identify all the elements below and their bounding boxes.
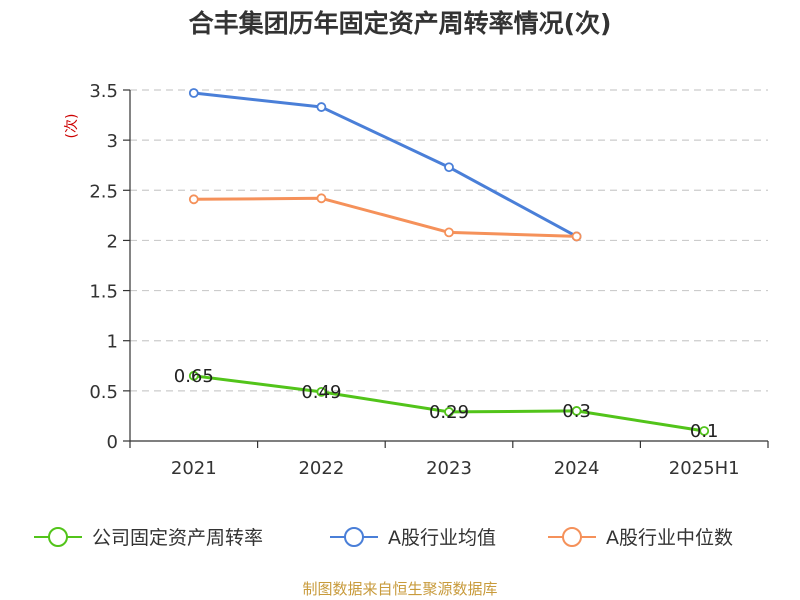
y-tick-label: 1: [107, 332, 118, 353]
legend-label: A股行业中位数: [606, 527, 733, 549]
series-line-1: [193, 91, 578, 238]
data-label: 0.1: [690, 421, 719, 442]
data-point: [444, 407, 454, 417]
y-tick-label: 3.5: [89, 81, 118, 102]
data-point: [444, 162, 454, 173]
data-point: [699, 426, 710, 436]
grid-lines: [130, 89, 768, 392]
legend-label: 公司固定资产周转率: [92, 527, 263, 549]
legend: 公司固定资产周转率 A股行业均值 A股行业中位数: [34, 527, 733, 549]
source-note: 制图数据来自恒生聚源数据库: [302, 580, 498, 598]
data-point: [444, 227, 454, 238]
chart-title: 合丰集团历年固定资产周转率情况(次): [188, 9, 612, 38]
x-tick-label: 2024: [554, 458, 600, 479]
series-line-2: [193, 196, 577, 238]
axes: 0 0.5 1 1.5 2 2.5 3 3.5 2021 2022 2023 2024 2025H1: [89, 81, 769, 479]
y-tick-label: 2: [107, 231, 118, 252]
x-tick-label: 2022: [298, 458, 344, 479]
legend-marker: [562, 527, 582, 547]
data-label: 0.3: [562, 401, 591, 422]
data-point: [571, 406, 582, 416]
legend-marker: [344, 527, 364, 547]
data-point: [188, 370, 199, 381]
data-label: 0.65: [174, 366, 214, 387]
legend-marker: [48, 527, 68, 547]
data-label: 0.29: [429, 402, 469, 423]
y-tick-label: 0: [107, 432, 118, 453]
legend-label: A股行业均值: [388, 527, 496, 549]
y-tick-label: 0.5: [89, 382, 118, 403]
x-tick-label: 2023: [426, 458, 472, 479]
data-point: [316, 386, 327, 397]
data-point: [188, 88, 199, 98]
y-tick-label: 1.5: [89, 282, 118, 303]
data-labels: 0.65 0.49 0.29 0.3 0.1: [174, 366, 719, 442]
data-point: [571, 231, 582, 242]
data-point: [316, 193, 327, 204]
x-tick-label: 2021: [171, 458, 217, 479]
series: [188, 88, 710, 436]
y-tick-label: 2.5: [89, 181, 118, 202]
data-point: [188, 194, 199, 205]
y-axis-label: (次): [64, 114, 80, 139]
x-tick-label: 2025H1: [669, 458, 740, 479]
data-point: [316, 102, 327, 112]
y-tick-label: 3: [107, 131, 118, 152]
data-label: 0.49: [301, 382, 341, 403]
